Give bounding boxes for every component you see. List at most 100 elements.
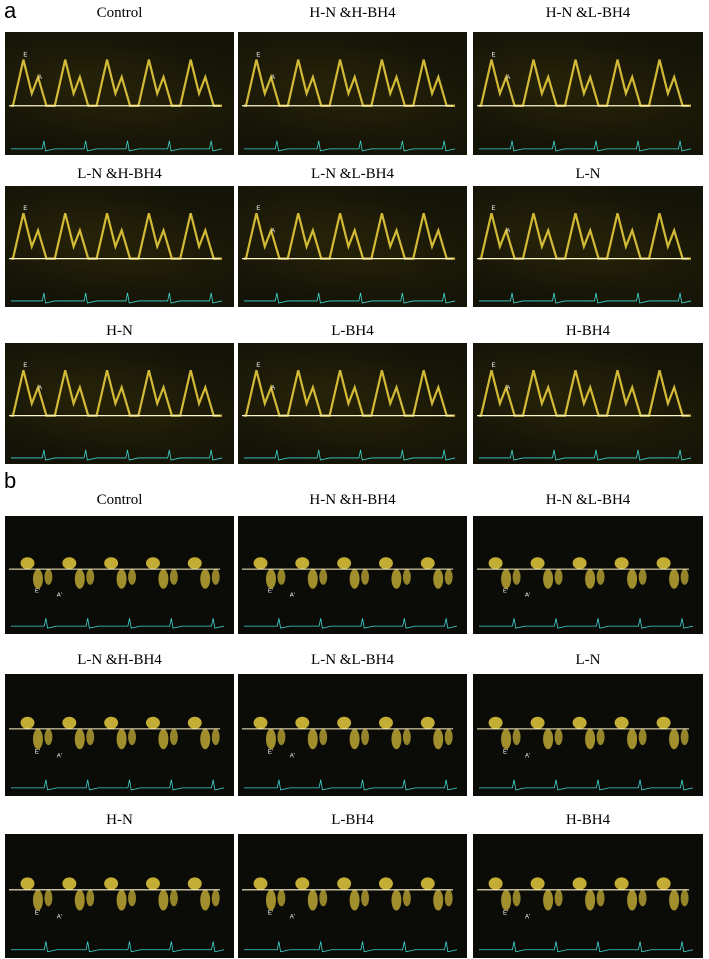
tissue-velocity-blob	[501, 728, 512, 750]
wave-marker: E'	[268, 910, 273, 917]
wave-marker: A	[506, 228, 510, 234]
tissue-velocity-blob	[433, 569, 444, 589]
tissue-velocity-blob	[543, 569, 554, 589]
tissue-velocity-blob	[627, 569, 638, 589]
doppler-envelope	[479, 369, 691, 417]
wave-marker: E	[492, 206, 496, 212]
tissue-velocity-blob	[596, 569, 605, 585]
ecg-trace	[479, 941, 694, 953]
tissue-velocity-blob	[444, 569, 453, 585]
section-label-b: b	[4, 468, 17, 493]
tissue-velocity-blob	[20, 877, 35, 890]
tissue-velocity-blob	[200, 569, 211, 589]
tissue-velocity-blob	[656, 716, 671, 729]
tissue-velocity-blob	[211, 569, 220, 585]
tissue-velocity-blob	[391, 728, 402, 750]
tissue-velocity-blob	[200, 889, 211, 911]
tissue-velocity-blob	[596, 728, 605, 746]
ecg-trace	[10, 941, 225, 953]
tissue-velocity-blob	[554, 569, 563, 585]
panel-title: L-N &L-BH4	[311, 652, 394, 668]
tissue-velocity-blob	[169, 728, 178, 746]
tissue-velocity-blob	[572, 557, 587, 570]
tissue-velocity-blob	[512, 889, 521, 907]
tissue-doppler-image: E' A'	[238, 834, 467, 958]
tissue-doppler-image: E' A'	[5, 674, 234, 796]
wave-marker: E	[256, 363, 260, 369]
ecg-trace	[479, 292, 692, 304]
ecg-trace	[479, 449, 692, 461]
tissue-velocity-blob	[277, 889, 286, 907]
tissue-velocity-blob	[337, 557, 352, 570]
ecg-trace	[479, 618, 694, 629]
panel-b-hn-lbh4: H-N &L-BH4 E' A'	[473, 488, 703, 634]
tissue-velocity-blob	[116, 889, 127, 911]
tissue-velocity-blob	[680, 728, 689, 746]
wave-marker: E	[23, 53, 27, 59]
tissue-velocity-blob	[32, 569, 43, 589]
tissue-velocity-blob	[277, 569, 286, 585]
tissue-velocity-blob	[265, 728, 276, 750]
tissue-velocity-blob	[158, 728, 169, 750]
tissue-velocity-blob	[158, 569, 169, 589]
panel-title: H-N &H-BH4	[309, 492, 396, 508]
tissue-velocity-blob	[307, 569, 318, 589]
tissue-velocity-blob	[530, 557, 545, 570]
wave-marker: A	[506, 385, 510, 391]
tissue-velocity-blob	[145, 716, 160, 729]
ecg-trace	[243, 292, 456, 304]
tissue-velocity-blob	[265, 569, 276, 589]
wave-marker: E	[492, 363, 496, 369]
tissue-velocity-blob	[74, 569, 85, 589]
wave-marker: E	[256, 53, 260, 59]
tissue-velocity-blob	[656, 877, 671, 890]
tissue-velocity-blob	[62, 716, 77, 729]
doppler-envelope	[10, 369, 223, 417]
tissue-velocity-blob	[512, 728, 521, 746]
doppler-envelope	[243, 212, 456, 260]
tissue-doppler-image: E' A'	[5, 834, 234, 958]
wave-marker: A'	[290, 914, 295, 921]
tissue-velocity-blob	[402, 728, 411, 746]
wave-marker: E'	[35, 749, 40, 755]
tissue-velocity-blob	[488, 716, 503, 729]
tissue-velocity-blob	[32, 728, 43, 750]
tissue-velocity-blob	[44, 889, 53, 907]
tissue-velocity-blob	[319, 728, 328, 746]
tissue-velocity-blob	[277, 728, 286, 746]
tissue-velocity-blob	[295, 877, 310, 890]
tissue-velocity-blob	[20, 716, 35, 729]
panel-title: H-N &L-BH4	[545, 5, 631, 21]
tissue-velocity-blob	[62, 557, 77, 570]
panel-title: H-N &L-BH4	[545, 492, 631, 508]
wave-marker: E'	[268, 749, 273, 755]
ecg-trace	[10, 140, 223, 152]
wave-marker: E'	[503, 589, 508, 595]
tissue-velocity-blob	[614, 877, 629, 890]
ecg-trace	[10, 449, 223, 461]
tissue-velocity-blob	[530, 877, 545, 890]
tissue-velocity-blob	[627, 728, 638, 750]
wave-marker: A'	[57, 914, 62, 921]
tissue-velocity-blob	[402, 569, 411, 585]
panel-title: L-BH4	[331, 323, 374, 339]
wave-marker: A	[38, 75, 43, 81]
panel-title: L-N &L-BH4	[311, 166, 394, 182]
tissue-velocity-blob	[128, 728, 137, 746]
tissue-velocity-blob	[295, 557, 310, 570]
tissue-velocity-blob	[116, 728, 127, 750]
ecg-trace	[243, 618, 458, 629]
tissue-velocity-blob	[337, 716, 352, 729]
wave-marker: E'	[503, 910, 508, 917]
tissue-doppler-image: E' A'	[473, 674, 703, 796]
panel-title: H-BH4	[565, 812, 611, 828]
tissue-velocity-blob	[200, 728, 211, 750]
panel-title: H-N &H-BH4	[309, 5, 396, 21]
tissue-velocity-blob	[433, 889, 444, 911]
wave-marker: E	[492, 53, 496, 59]
